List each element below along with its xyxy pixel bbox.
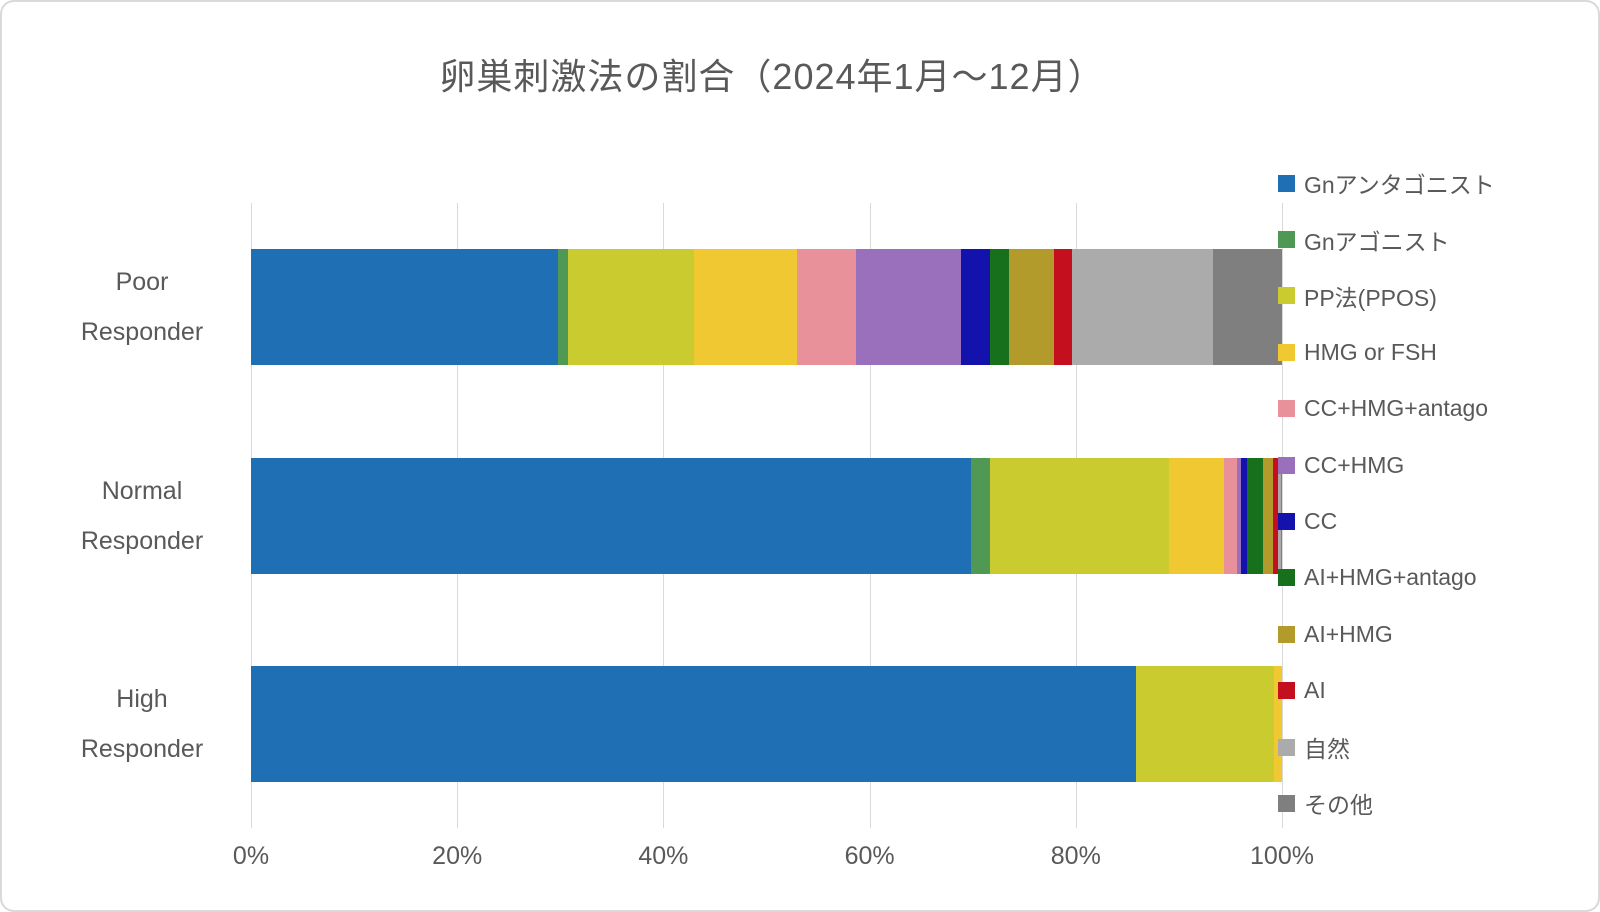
legend-item: PP法(PPOS) — [1278, 268, 1495, 324]
legend-item: AI+HMG+antago — [1278, 550, 1495, 606]
legend-label: Gnアンタゴニスト — [1304, 172, 1495, 199]
legend-swatch-icon — [1278, 513, 1295, 531]
x-tick-label: 60% — [844, 842, 895, 870]
category-label: High Responder — [80, 684, 204, 763]
legend-item: CC+HMG+antago — [1278, 381, 1495, 437]
legend-item: CC+HMG — [1278, 437, 1495, 493]
bar-segment — [970, 457, 991, 574]
bar-segment — [1272, 457, 1278, 574]
x-tick-label: 80% — [1050, 842, 1101, 870]
legend-label: AI+HMG — [1304, 620, 1393, 647]
bar-segment — [961, 249, 991, 366]
legend-label: AI — [1304, 677, 1326, 704]
bar-segment — [990, 457, 1169, 574]
legend-swatch-icon — [1278, 287, 1295, 305]
legend-label: CC — [1304, 508, 1338, 535]
x-tick-label: 40% — [638, 842, 689, 870]
bar-segment — [1263, 457, 1273, 574]
bar-segment — [797, 249, 857, 366]
bar-segment — [567, 249, 695, 366]
category-label: Poor Responder — [80, 268, 204, 347]
chart-title: 卵巣刺激法の割合（2024年1月～12月） — [439, 56, 1105, 97]
x-tick-label: 0% — [232, 842, 270, 870]
legend-swatch-icon — [1278, 794, 1295, 812]
bar-segment — [558, 249, 568, 366]
category-label: Normal Responder — [80, 476, 204, 555]
legend-item: Gnアンタゴニスト — [1278, 155, 1495, 211]
bar-segment — [856, 249, 962, 366]
bar-segment — [1008, 249, 1055, 366]
legend-label: CC+HMG — [1304, 451, 1405, 478]
bar-segment — [1135, 665, 1274, 782]
bar-segment — [251, 457, 971, 574]
legend-item: CC — [1278, 493, 1495, 549]
bar-segment — [1246, 457, 1264, 574]
legend: Gnアンタゴニスト Gnアゴニスト PP法(PPOS) HMG or FSH CC+HM… — [1278, 155, 1495, 832]
legend-swatch-icon — [1278, 456, 1295, 474]
legend-label: PP法(PPOS) — [1304, 284, 1437, 311]
bar-segment — [1071, 249, 1213, 366]
bar-row-high-responder — [251, 665, 1282, 782]
bar-segment — [1212, 249, 1282, 366]
legend-label: その他 — [1304, 792, 1373, 819]
legend-item: AI+HMG — [1278, 606, 1495, 662]
legend-label: Gnアゴニスト — [1304, 228, 1450, 255]
bar-segment — [1168, 457, 1225, 574]
bar-segment — [694, 249, 798, 366]
x-tick-label: 100% — [1250, 842, 1314, 870]
legend-label: HMG or FSH — [1304, 338, 1437, 365]
legend-label: AI+HMG+antago — [1304, 564, 1477, 591]
x-tick-label: 20% — [432, 842, 483, 870]
legend-item: その他 — [1278, 775, 1495, 831]
legend-swatch-icon — [1278, 400, 1295, 418]
legend-swatch-icon — [1278, 682, 1295, 700]
legend-item: Gnアゴニスト — [1278, 211, 1495, 267]
legend-item: AI — [1278, 663, 1495, 719]
legend-swatch-icon — [1278, 738, 1295, 756]
bar-row-poor-responder — [251, 249, 1282, 366]
bar-segment — [1240, 457, 1247, 574]
legend-label: CC+HMG+antago — [1304, 395, 1489, 422]
legend-item: HMG or FSH — [1278, 324, 1495, 380]
bar-row-normal-responder — [251, 457, 1282, 574]
bar-segment — [1273, 665, 1282, 782]
bar-segment — [1224, 457, 1237, 574]
bar-segment — [1236, 457, 1241, 574]
legend-item: 自然 — [1278, 719, 1495, 775]
bar-segment — [251, 665, 1136, 782]
bar-segment — [990, 249, 1009, 366]
plot-area — [251, 203, 1283, 828]
legend-swatch-icon — [1278, 569, 1295, 587]
legend-swatch-icon — [1278, 231, 1295, 249]
legend-swatch-icon — [1278, 625, 1295, 643]
bar-segment — [1054, 249, 1072, 366]
bar-segment — [251, 249, 559, 366]
legend-swatch-icon — [1278, 343, 1295, 361]
legend-swatch-icon — [1278, 174, 1295, 192]
legend-label: 自然 — [1304, 736, 1350, 763]
